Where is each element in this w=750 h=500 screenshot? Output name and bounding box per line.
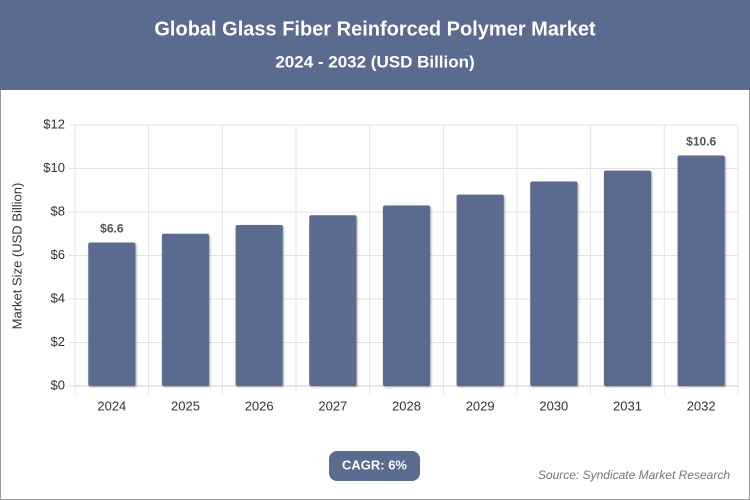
x-tick-label: 2026 xyxy=(245,398,274,413)
x-tick-label: 2029 xyxy=(466,398,495,413)
bar xyxy=(603,170,652,386)
x-tick-label: 2030 xyxy=(539,398,568,413)
chart-subtitle: 2024 - 2032 (USD Billion) xyxy=(275,52,474,71)
bar xyxy=(88,242,136,386)
x-tick-label: 2025 xyxy=(171,398,200,413)
cagr-label: CAGR: 6% xyxy=(342,457,407,472)
y-tick-label: $8 xyxy=(51,203,65,218)
bar xyxy=(530,181,578,386)
bar xyxy=(382,205,431,386)
header xyxy=(0,0,750,90)
y-tick-label: $0 xyxy=(51,377,65,392)
x-tick-label: 2027 xyxy=(318,398,347,413)
x-tick-label: 2024 xyxy=(97,398,126,413)
y-tick-label: $12 xyxy=(43,116,65,131)
y-tick-label: $6 xyxy=(51,247,65,262)
source: Source: Syndicate Market Research xyxy=(538,468,730,482)
x-tick-label: 2028 xyxy=(392,398,421,413)
chart-title: Global Glass Fiber Reinforced Polymer Ma… xyxy=(154,18,596,40)
bar xyxy=(235,225,283,386)
value-label: $6.6 xyxy=(100,222,124,236)
y-tick-label: $4 xyxy=(51,290,65,305)
bar xyxy=(161,233,210,386)
y-tick-label: $10 xyxy=(43,160,65,175)
value-label: $10.6 xyxy=(686,135,716,149)
y-tick-label: $2 xyxy=(51,334,65,349)
bar xyxy=(677,155,725,386)
y-axis-label: Market Size (USD Billion) xyxy=(9,183,24,330)
bar xyxy=(309,215,357,386)
bar xyxy=(456,194,504,386)
x-tick-label: 2031 xyxy=(613,398,642,413)
x-tick-label: 2032 xyxy=(687,398,716,413)
cagr-badge xyxy=(329,451,420,481)
